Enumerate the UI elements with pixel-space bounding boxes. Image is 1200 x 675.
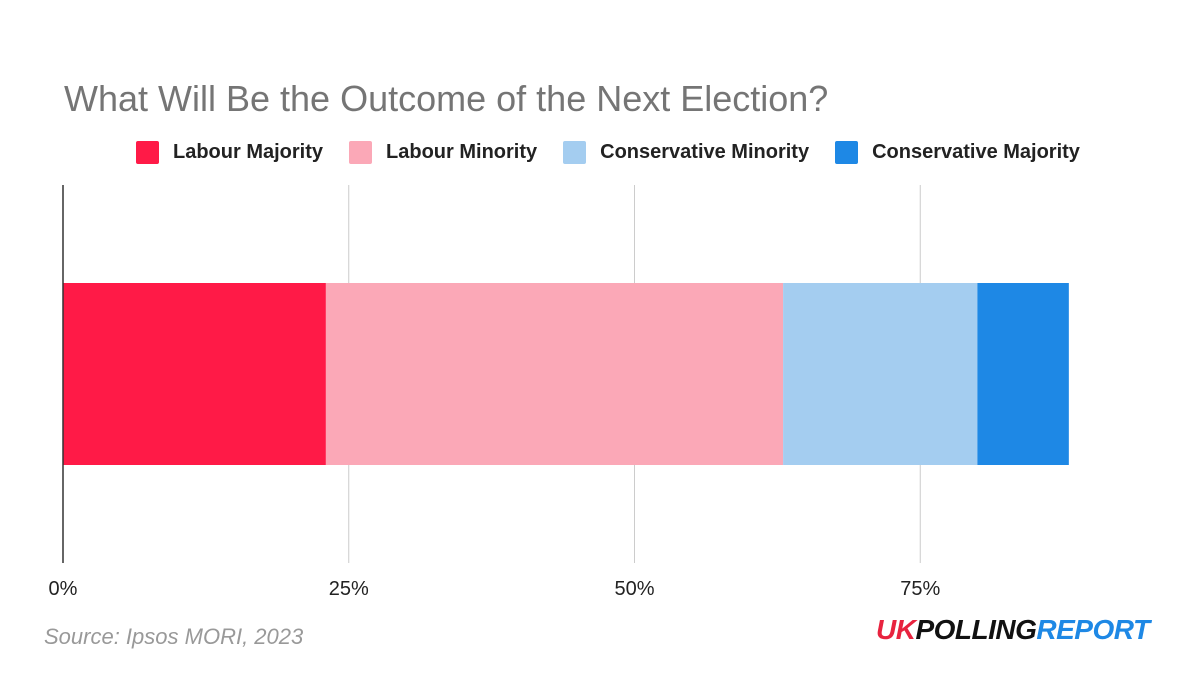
x-tick-label-0: 0% bbox=[49, 578, 78, 600]
logo-part-uk: UK bbox=[876, 614, 916, 645]
legend-item-conservative-minority: Conservative Minority bbox=[563, 141, 809, 164]
bar-segment-conservative-majority bbox=[977, 283, 1069, 465]
logo-part-polling: POLLING bbox=[915, 614, 1037, 645]
bar-segment-labour-majority bbox=[63, 283, 326, 465]
legend-swatch-labour-majority bbox=[136, 141, 159, 164]
legend-swatch-conservative-majority bbox=[835, 141, 859, 164]
logo-part-report: REPORT bbox=[1036, 614, 1150, 645]
source-note: Source: Ipsos MORI, 2023 bbox=[44, 624, 304, 649]
legend-swatch-labour-minority bbox=[349, 141, 373, 164]
chart-title: What Will Be the Outcome of the Next Ele… bbox=[64, 78, 829, 119]
x-tick-label-50: 50% bbox=[614, 578, 654, 600]
ukpollingreport-logo: UKPOLLINGREPORT bbox=[876, 614, 1150, 646]
legend-swatch-conservative-minority bbox=[563, 141, 587, 164]
legend-label-labour-minority: Labour Minority bbox=[386, 141, 538, 163]
bar-segment-conservative-minority bbox=[783, 283, 978, 465]
chart-legend: Labour Majority Labour Minority Conserva… bbox=[136, 141, 1106, 164]
legend-item-conservative-majority: Conservative Majority bbox=[835, 141, 1080, 164]
legend-item-labour-majority: Labour Majority bbox=[136, 141, 323, 164]
legend-label-labour-majority: Labour Majority bbox=[173, 141, 324, 163]
bar-segment-labour-minority bbox=[325, 283, 784, 465]
legend-label-conservative-majority: Conservative Majority bbox=[872, 141, 1080, 163]
legend-item-labour-minority: Labour Minority bbox=[349, 141, 537, 164]
x-tick-label-75: 75% bbox=[900, 578, 940, 600]
x-tick-label-25: 25% bbox=[329, 578, 369, 600]
legend-label-conservative-minority: Conservative Minority bbox=[600, 141, 810, 163]
